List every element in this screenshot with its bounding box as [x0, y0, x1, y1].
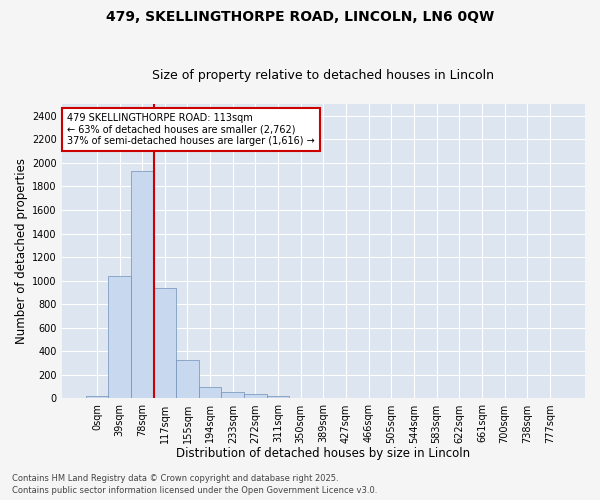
Bar — [131, 171, 154, 398]
Y-axis label: Number of detached properties: Number of detached properties — [15, 158, 28, 344]
Bar — [176, 360, 199, 399]
Bar — [267, 396, 289, 398]
Text: 479 SKELLINGTHORPE ROAD: 113sqm
← 63% of detached houses are smaller (2,762)
37%: 479 SKELLINGTHORPE ROAD: 113sqm ← 63% of… — [67, 113, 315, 146]
Bar — [86, 396, 108, 398]
Bar — [199, 386, 221, 398]
Title: Size of property relative to detached houses in Lincoln: Size of property relative to detached ho… — [152, 69, 494, 82]
X-axis label: Distribution of detached houses by size in Lincoln: Distribution of detached houses by size … — [176, 447, 470, 460]
Bar — [108, 276, 131, 398]
Bar — [244, 394, 267, 398]
Bar — [221, 392, 244, 398]
Text: 479, SKELLINGTHORPE ROAD, LINCOLN, LN6 0QW: 479, SKELLINGTHORPE ROAD, LINCOLN, LN6 0… — [106, 10, 494, 24]
Text: Contains HM Land Registry data © Crown copyright and database right 2025.
Contai: Contains HM Land Registry data © Crown c… — [12, 474, 377, 495]
Bar — [154, 288, 176, 399]
